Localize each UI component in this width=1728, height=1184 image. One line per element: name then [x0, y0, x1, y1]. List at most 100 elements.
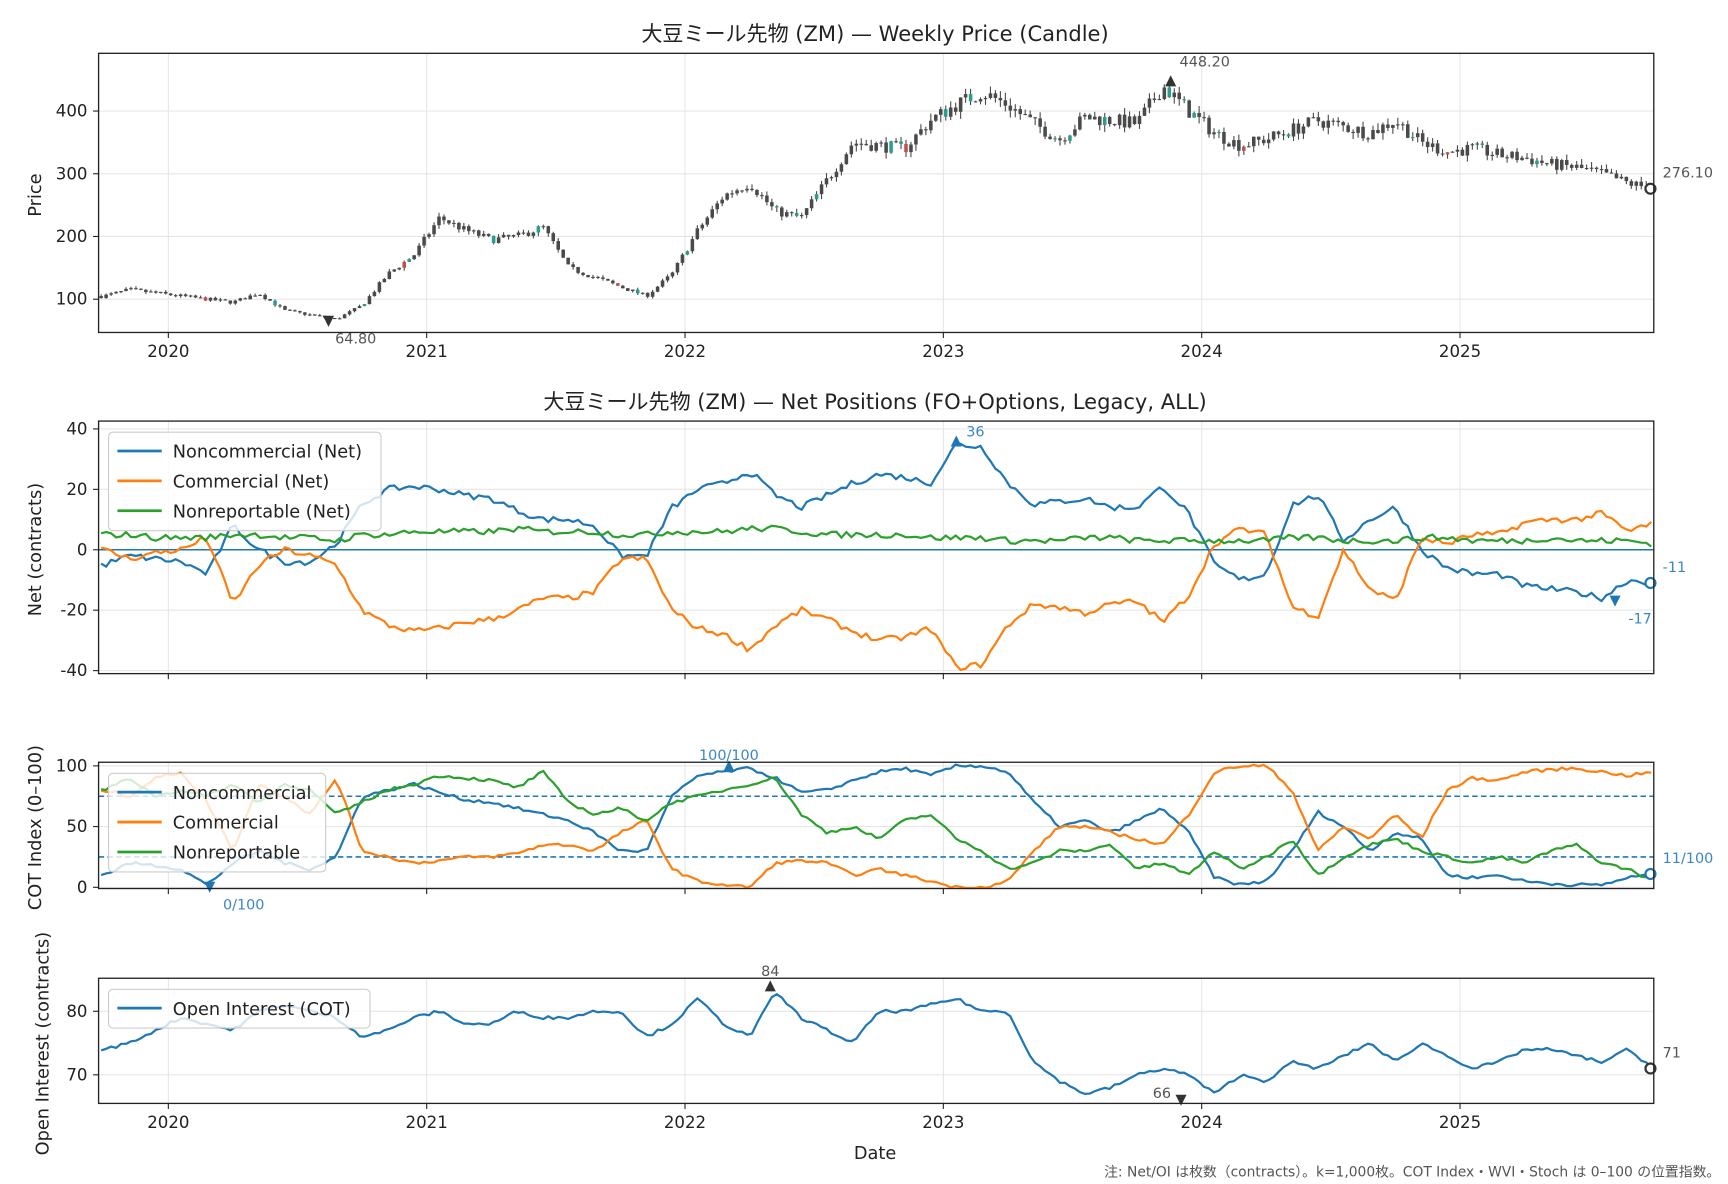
y-tick-label: 70	[66, 1065, 87, 1084]
candle-body	[362, 304, 367, 307]
plot-frame	[97, 420, 1655, 675]
y-tick-label: 40	[66, 419, 87, 438]
min-marker	[204, 881, 216, 893]
candle-body	[268, 299, 272, 301]
candle-body	[1301, 126, 1306, 134]
candle-body	[308, 314, 312, 316]
candle-body	[283, 306, 287, 310]
legend-label: Commercial (Net)	[173, 473, 330, 493]
candle-body	[929, 120, 933, 131]
candle-body	[223, 299, 228, 301]
candle-body	[1579, 164, 1584, 168]
candle-body	[824, 178, 829, 185]
candle-body	[1376, 130, 1380, 133]
candle-body	[1247, 146, 1251, 148]
candle-body	[1366, 138, 1370, 140]
candle-body	[1132, 116, 1137, 125]
candle-body	[193, 295, 198, 298]
y-tick-label: 0	[77, 540, 88, 559]
candle-body	[735, 190, 739, 194]
candle-body	[1639, 181, 1644, 187]
candle-body	[685, 251, 690, 255]
candle-body	[397, 267, 402, 270]
candle-body	[1445, 152, 1450, 155]
candle-body	[1560, 160, 1564, 170]
candle-body	[919, 129, 923, 135]
candle-body	[104, 294, 108, 299]
candle-body	[1614, 173, 1619, 179]
candle-body	[730, 193, 734, 195]
price-chart-title: 大豆ミール先物 (ZM) — Weekly Price (Candle)	[641, 21, 1108, 46]
candle-body	[1142, 107, 1147, 116]
panel-0: 2020 2021 2022 2023 2024 2025 100 200 300 400 448.…	[56, 52, 1713, 361]
candle-body	[611, 280, 615, 284]
candle-body	[710, 209, 715, 218]
candle-body	[1232, 140, 1236, 147]
candle-body	[1073, 129, 1077, 136]
min-annotation: 0/100	[223, 897, 264, 913]
candle-body	[218, 299, 223, 301]
last-value-marker	[1644, 1062, 1657, 1075]
candle-body	[303, 312, 307, 315]
legend-box	[107, 431, 382, 532]
candle-body	[1256, 136, 1261, 140]
candle-body	[253, 295, 257, 297]
candle-body	[1167, 87, 1172, 98]
candle-body	[879, 142, 883, 144]
candle-body	[660, 280, 665, 287]
candle-body	[968, 94, 973, 102]
candle-body	[238, 298, 243, 301]
candle-body	[1102, 117, 1107, 126]
x-tick-label: 2024	[1181, 342, 1223, 361]
y-tick-label: 400	[56, 102, 88, 121]
candle-body	[1381, 124, 1385, 133]
x-tick-label: 2021	[406, 342, 448, 361]
candle-body	[894, 141, 898, 143]
candle-body	[1033, 117, 1037, 119]
panel-3: 2020 2021 2022 2023 2024 2025 70 80 84 66 71 Open I…	[66, 964, 1681, 1132]
candle-body	[1152, 98, 1157, 100]
candle-body	[1545, 163, 1549, 165]
candle-body	[412, 255, 416, 260]
candle-body	[1351, 131, 1355, 133]
candle-body	[1321, 121, 1326, 128]
candle-body	[407, 259, 411, 262]
last-value-annotation: -11	[1663, 560, 1687, 576]
candle-body	[794, 212, 799, 216]
candle-body	[1604, 169, 1609, 173]
y-tick-label: -20	[60, 601, 87, 620]
candle-body	[273, 300, 277, 306]
legend-box	[107, 988, 371, 1029]
candle-body	[437, 216, 441, 226]
candle-body	[248, 295, 252, 300]
candle-body	[1401, 124, 1405, 126]
candle-body	[521, 232, 526, 234]
candle-body	[1008, 105, 1013, 111]
net-chart-title: 大豆ミール先物 (ZM) — Net Positions (FO+Options…	[543, 389, 1206, 414]
candle-body	[1465, 145, 1470, 156]
candle-body	[581, 272, 585, 275]
candle-body	[1485, 144, 1490, 156]
candle-body	[1286, 134, 1291, 137]
candle-body	[526, 232, 531, 236]
candle-body	[601, 277, 605, 279]
candle-body	[298, 311, 302, 313]
candle-body	[1187, 100, 1191, 118]
candle-body	[481, 233, 486, 236]
candle-body	[377, 282, 382, 292]
candle-body	[1435, 143, 1440, 154]
candle-body	[561, 249, 565, 258]
candle-body	[775, 206, 779, 208]
candle-body	[1083, 114, 1087, 117]
candle-body	[596, 276, 600, 278]
candle-body	[402, 261, 406, 268]
y-tick-label: 50	[66, 817, 87, 836]
candle-body	[655, 286, 660, 292]
candle-body	[1520, 157, 1524, 161]
y-tick-label: 100	[56, 756, 88, 775]
min-marker	[1175, 1094, 1187, 1106]
oi-ylabel: Open Interest (contracts)	[34, 932, 54, 1156]
candle-body	[1336, 120, 1340, 123]
candle-body	[680, 254, 685, 263]
candle-body	[665, 276, 670, 281]
